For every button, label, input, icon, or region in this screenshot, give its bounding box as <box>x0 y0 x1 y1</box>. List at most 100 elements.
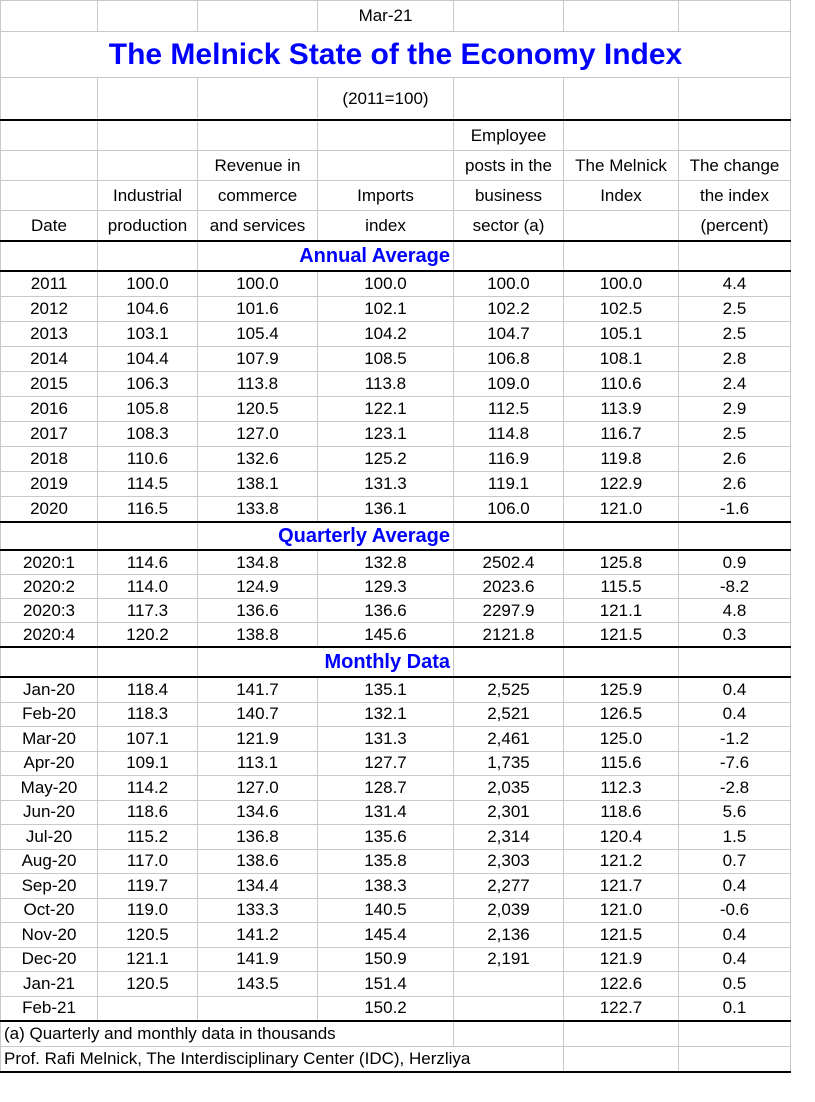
value-cell: -0.6 <box>678 897 791 923</box>
date-cell: Feb-20 <box>0 701 98 727</box>
value-cell: 108.5 <box>317 346 454 372</box>
column-header-date: Date <box>0 210 98 242</box>
table-row: 2012 104.6 101.6 102.1 102.2 102.5 2.5 <box>0 296 791 322</box>
table-row: 2020 116.5 133.8 136.1 106.0 121.0 -1.6 <box>0 496 791 523</box>
value-cell: 114.8 <box>453 421 564 447</box>
value-cell: 121.7 <box>563 873 679 899</box>
date-cell: Sep-20 <box>0 873 98 899</box>
table-row: May-20 114.2 127.0 128.7 2,035 112.3 -2.8 <box>0 775 791 801</box>
value-cell: 121.1 <box>97 946 198 972</box>
empty-cell <box>453 521 564 551</box>
value-cell: 112.3 <box>563 775 679 801</box>
report-date-row: Mar-21 <box>0 0 791 32</box>
column-header-row: Revenue in posts in the The Melnick The … <box>0 150 791 181</box>
value-cell: 141.2 <box>197 922 318 948</box>
value-cell: 106.3 <box>97 371 198 397</box>
value-cell: 100.0 <box>453 270 564 297</box>
column-header-employee: Employee <box>453 119 564 151</box>
date-cell: Jan-20 <box>0 676 98 703</box>
value-cell: 121.1 <box>563 598 679 623</box>
footnote-a: (a) Quarterly and monthly data in thousa… <box>0 1020 454 1047</box>
date-cell: 2014 <box>0 346 98 372</box>
empty-cell <box>97 0 198 32</box>
value-cell: -8.2 <box>678 574 791 599</box>
value-cell: 138.1 <box>197 471 318 497</box>
empty-cell <box>0 77 98 121</box>
value-cell: 109.0 <box>453 371 564 397</box>
value-cell: 141.7 <box>197 676 318 703</box>
value-cell: 127.0 <box>197 775 318 801</box>
value-cell: 129.3 <box>317 574 454 599</box>
value-cell: 128.7 <box>317 775 454 801</box>
value-cell: 105.8 <box>97 396 198 422</box>
value-cell: 120.2 <box>97 622 198 648</box>
value-cell: 122.6 <box>563 971 679 997</box>
table-row: Nov-20 120.5 141.2 145.4 2,136 121.5 0.4 <box>0 922 791 948</box>
date-cell: Aug-20 <box>0 848 98 874</box>
page-title: The Melnick State of the Economy Index <box>0 31 791 78</box>
value-cell: 109.1 <box>97 750 198 776</box>
value-cell: 125.0 <box>563 726 679 752</box>
value-cell: 2,521 <box>453 701 564 727</box>
value-cell: 114.6 <box>97 549 198 575</box>
value-cell: 104.7 <box>453 321 564 347</box>
value-cell: 125.8 <box>563 549 679 575</box>
table-row: 2011 100.0 100.0 100.0 100.0 100.0 4.4 <box>0 270 791 297</box>
date-cell: 2012 <box>0 296 98 322</box>
value-cell: 121.9 <box>563 946 679 972</box>
value-cell: 112.5 <box>453 396 564 422</box>
value-cell: 113.8 <box>197 371 318 397</box>
value-cell: 113.9 <box>563 396 679 422</box>
empty-cell <box>453 646 564 678</box>
value-cell: 1,735 <box>453 750 564 776</box>
value-cell: 2.5 <box>678 296 791 322</box>
value-cell: 110.6 <box>563 371 679 397</box>
empty-cell <box>563 646 679 678</box>
column-header-index: Index <box>563 180 679 211</box>
table-row: Apr-20 109.1 113.1 127.7 1,735 115.6 -7.6 <box>0 750 791 776</box>
value-cell: 0.4 <box>678 946 791 972</box>
empty-cell <box>453 240 564 272</box>
table-row: 2018 110.6 132.6 125.2 116.9 119.8 2.6 <box>0 446 791 472</box>
column-header-row: Employee <box>0 119 791 151</box>
empty-cell <box>97 521 198 551</box>
empty-cell <box>197 119 318 151</box>
table-row: 2016 105.8 120.5 122.1 112.5 113.9 2.9 <box>0 396 791 422</box>
empty-cell <box>563 1020 679 1047</box>
value-cell: 2.5 <box>678 421 791 447</box>
empty-cell <box>563 240 679 272</box>
value-cell: 118.6 <box>97 799 198 825</box>
value-cell: 101.6 <box>197 296 318 322</box>
value-cell: 135.1 <box>317 676 454 703</box>
value-cell: 2,277 <box>453 873 564 899</box>
value-cell: 119.0 <box>97 897 198 923</box>
date-cell: 2013 <box>0 321 98 347</box>
empty-cell <box>97 150 198 181</box>
value-cell: 116.5 <box>97 496 198 523</box>
empty-cell <box>97 119 198 151</box>
value-cell: 121.0 <box>563 496 679 523</box>
value-cell: 121.9 <box>197 726 318 752</box>
empty-cell <box>97 646 198 678</box>
section-header-row: Quarterly Average <box>0 521 791 551</box>
value-cell: 2.8 <box>678 346 791 372</box>
column-header-commerce: commerce <box>197 180 318 211</box>
value-cell: 2.5 <box>678 321 791 347</box>
value-cell: 140.5 <box>317 897 454 923</box>
value-cell: 2,314 <box>453 824 564 850</box>
value-cell: 117.3 <box>97 598 198 623</box>
value-cell: 100.0 <box>317 270 454 297</box>
section-title-0: Annual Average <box>197 240 454 272</box>
empty-cell <box>317 150 454 181</box>
date-cell: 2011 <box>0 270 98 297</box>
value-cell: 102.1 <box>317 296 454 322</box>
value-cell: 132.1 <box>317 701 454 727</box>
value-cell: 0.7 <box>678 848 791 874</box>
value-cell: 121.5 <box>563 622 679 648</box>
value-cell: 121.0 <box>563 897 679 923</box>
value-cell: 135.8 <box>317 848 454 874</box>
author-credit: Prof. Rafi Melnick, The Interdisciplinar… <box>0 1046 564 1073</box>
value-cell: 2,136 <box>453 922 564 948</box>
value-cell: 2,525 <box>453 676 564 703</box>
empty-cell <box>0 150 98 181</box>
